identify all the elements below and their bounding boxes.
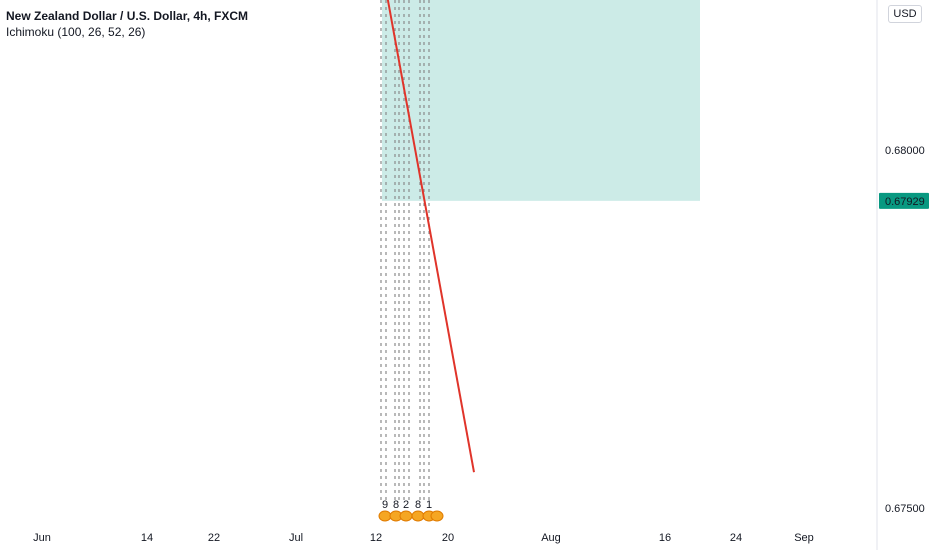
price-axis-tags: 0.715530.710400.698350.6982603:02:280.67… [879, 192, 929, 209]
time-tick-label: Jun [33, 532, 51, 544]
event-flag-icon[interactable] [430, 510, 444, 522]
time-tick-label: 12 [370, 532, 382, 544]
trendlines[interactable] [0, 0, 519, 473]
time-tick-label: 22 [208, 532, 220, 544]
event-marker-count[interactable]: 8 [415, 499, 421, 511]
time-tick-label: Aug [541, 532, 561, 544]
event-marker-count[interactable]: 9 [382, 499, 388, 511]
event-flag-icon[interactable] [399, 510, 413, 522]
indicator-label[interactable]: Ichimoku (100, 26, 52, 26) [6, 25, 146, 39]
event-flag-icon[interactable] [378, 510, 392, 522]
price-tick-label: 0.68000 [885, 145, 925, 157]
event-marker-count[interactable]: 2 [403, 499, 409, 511]
take-profit-zone[interactable] [382, 0, 700, 201]
currency-badge[interactable]: USD [888, 5, 922, 23]
price-axis[interactable]: 0.675000.680000.685000.690000.695000.700… [885, 0, 925, 515]
time-axis[interactable]: Jun 14 22 Jul 12 20 Aug 16 24 Sep [33, 532, 814, 544]
price-tag-bg [879, 192, 929, 209]
time-tick-label: Sep [794, 532, 814, 544]
price-tag: 0.67929 [879, 192, 929, 209]
chart-legend: New Zealand Dollar / U.S. Dollar, 4h, FX… [6, 8, 248, 40]
time-tick-label: 14 [141, 532, 153, 544]
symbol-title[interactable]: New Zealand Dollar / U.S. Dollar, 4h, FX… [6, 9, 249, 23]
time-tick-label: Jul [289, 532, 303, 544]
time-tick-label: 24 [730, 532, 742, 544]
position-tool[interactable] [382, 0, 700, 201]
trendline-2[interactable] [0, 0, 475, 473]
event-flag-icon[interactable] [411, 510, 425, 522]
event-marker-count[interactable]: 8 [393, 499, 399, 511]
price-tick-label: 0.67500 [885, 503, 925, 515]
price-tag-label: 0.67929 [885, 196, 925, 208]
time-tick-label: 16 [659, 532, 671, 544]
event-marker-count[interactable]: 1 [426, 499, 432, 511]
time-tick-label: 20 [442, 532, 454, 544]
